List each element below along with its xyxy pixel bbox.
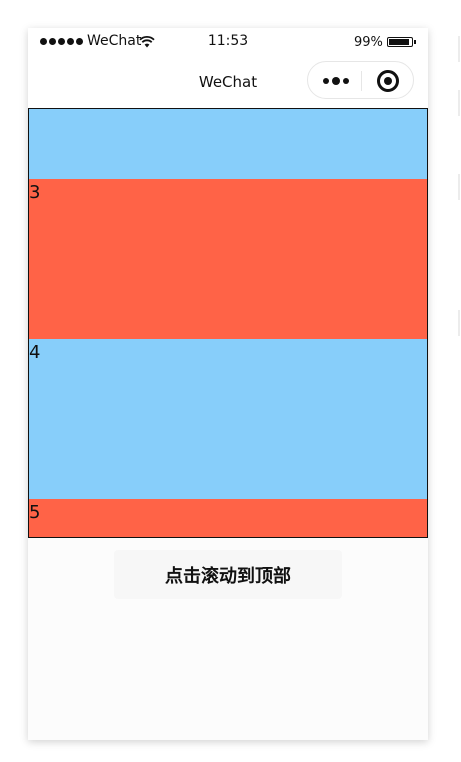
menu-capsule	[307, 61, 414, 99]
capsule-divider	[361, 71, 362, 91]
scroll-block: 4	[29, 339, 428, 499]
phone-frame: WeChat 11:53 99% WeChat	[28, 28, 428, 740]
battery-icon	[387, 37, 413, 47]
navigation-bar: WeChat	[28, 56, 428, 108]
scroll-block: 5	[29, 499, 428, 538]
more-dots-icon[interactable]	[314, 66, 358, 96]
scroll-block: 3	[29, 179, 428, 339]
scroll-to-top-button[interactable]: 点击滚动到顶部	[114, 550, 342, 599]
battery-percent: 99%	[354, 35, 383, 50]
page-edge-markers	[456, 0, 461, 762]
battery-cap	[414, 40, 416, 44]
block-label: 4	[29, 342, 40, 364]
target-circle-icon[interactable]	[366, 66, 410, 96]
scroll-view[interactable]: 3 4 5	[28, 108, 428, 538]
block-label: 5	[29, 502, 40, 524]
block-label: 3	[29, 182, 40, 204]
status-bar: WeChat 11:53 99%	[28, 28, 428, 56]
scroll-block	[29, 108, 428, 179]
